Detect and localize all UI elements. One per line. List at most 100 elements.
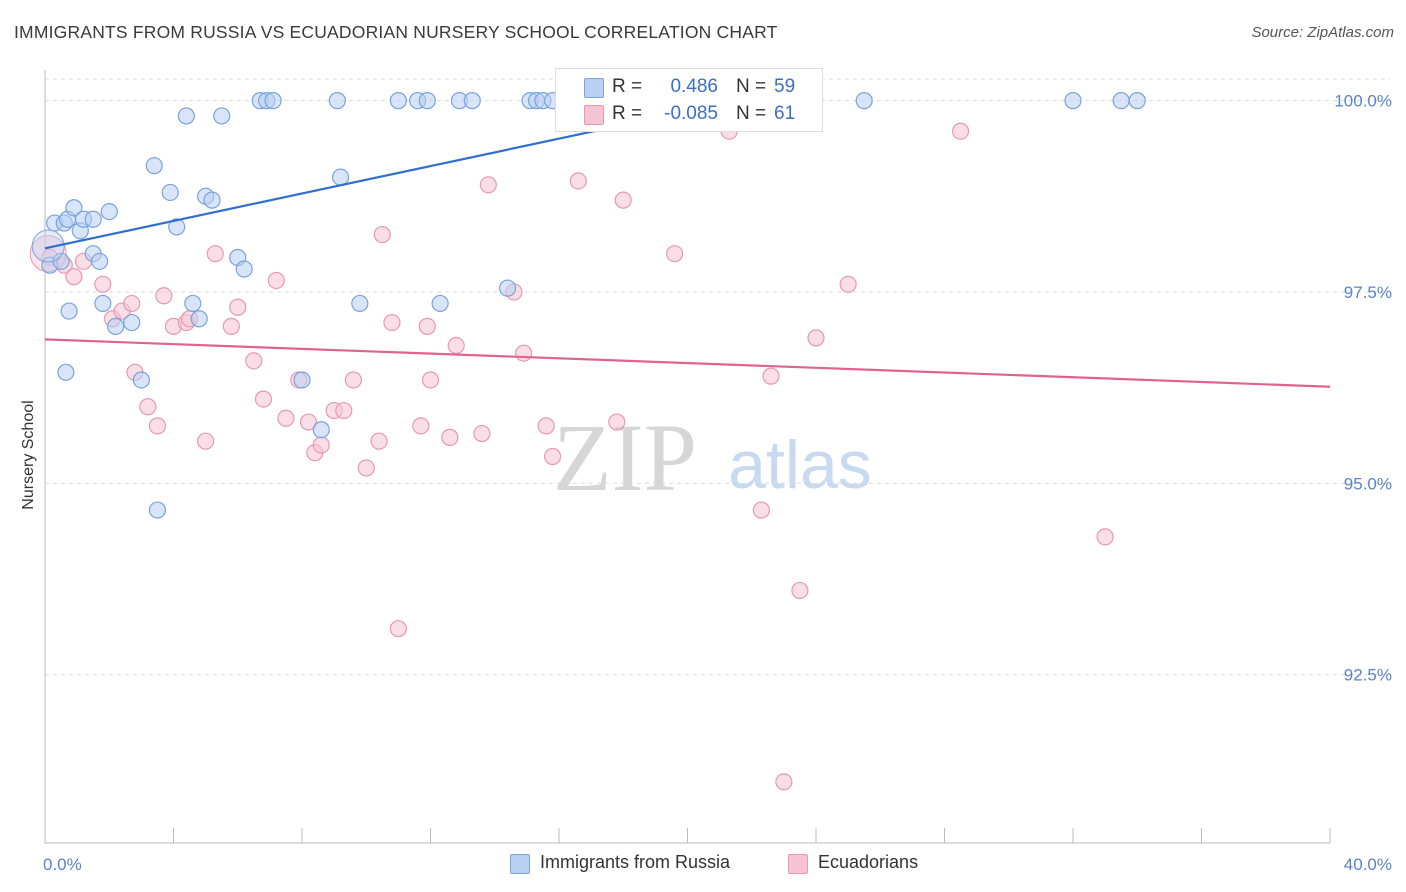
russia-points	[31, 92, 1146, 519]
ecuadorians-point	[447, 336, 465, 355]
y-tick-label: 92.5%	[1344, 666, 1392, 685]
watermark: ZIP atlas	[553, 404, 872, 511]
ecuadorians-point	[775, 773, 793, 791]
russia-point	[855, 92, 873, 110]
russia-point	[145, 157, 163, 175]
russia-point	[293, 371, 311, 389]
series-legend: Immigrants from Russia Ecuadorians	[0, 852, 1406, 878]
russia-point	[123, 313, 141, 332]
russia-point	[351, 294, 369, 313]
ecuadorians-point	[373, 225, 391, 244]
russia-point	[161, 183, 179, 202]
ecuadorians-point	[65, 268, 83, 286]
ecuadorians-point	[666, 245, 684, 263]
legend-r-value: 0.486	[670, 76, 718, 97]
stats-legend: R = 0.486 N = 59 R = -0.085 N = 61	[555, 68, 823, 132]
russia-point	[57, 363, 75, 381]
ecuadorians-point	[139, 398, 157, 416]
ecuadorians-point	[473, 424, 491, 443]
ecuadorians-point	[614, 191, 632, 209]
ecuadorians-point	[537, 417, 555, 435]
ecuadorians-point	[418, 317, 436, 335]
axes	[44, 70, 1331, 844]
ecuadorians-point	[277, 409, 295, 427]
ecuadorians-point	[569, 172, 587, 190]
russia-point	[264, 92, 282, 110]
ecuadorians-trend-line	[44, 338, 1331, 388]
y-tick-label: 100.0%	[1334, 92, 1392, 111]
ecuadorians-point	[370, 432, 388, 450]
legend-label-russia: Immigrants from Russia	[540, 852, 731, 872]
ecuadorians-point	[299, 413, 318, 431]
ecuadorians-point	[791, 581, 809, 600]
x-tick-label: 40.0%	[1344, 855, 1392, 874]
russia-point	[91, 252, 109, 270]
ecuadorians-point	[421, 371, 440, 389]
russia-point	[312, 421, 330, 439]
ecuadorians-point	[344, 371, 362, 389]
russia-point	[1112, 92, 1130, 110]
legend-swatch-pink	[788, 854, 808, 874]
ecuadorians-point	[515, 344, 533, 362]
ecuadorians-point	[389, 620, 407, 638]
ecuadorians-point	[229, 298, 247, 316]
russia-point	[168, 218, 186, 236]
russia-point	[65, 199, 83, 217]
legend-r-label: R =	[612, 76, 643, 97]
ecuadorians-point	[951, 122, 970, 140]
ecuadorians-point	[155, 287, 173, 305]
russia-point	[60, 302, 78, 320]
russia-point	[1128, 92, 1146, 110]
ecuadorians-point	[752, 501, 770, 519]
russia-point	[418, 92, 436, 110]
russia-point	[331, 168, 350, 186]
legend-r-value: -0.085	[664, 103, 718, 124]
ecuadorians-point	[267, 271, 285, 290]
tick-labels: 92.5% 95.0% 97.5% 100.0% 0.0% 40.0%	[43, 92, 1392, 874]
ecuadorians-point	[335, 401, 353, 420]
ecuadorians-point	[312, 436, 330, 454]
ecuadorians-point	[206, 245, 224, 263]
legend-row-russia: R = 0.486 N = 59	[556, 75, 822, 101]
ecuadorians-point	[222, 317, 240, 335]
chart-title: IMMIGRANTS FROM RUSSIA VS ECUADORIAN NUR…	[14, 22, 778, 42]
ecuadorians-point	[357, 459, 375, 477]
russia-point	[463, 92, 481, 110]
russia-point	[177, 107, 195, 125]
ecuadorians-point	[148, 417, 167, 435]
ecuadorians-point	[441, 428, 459, 446]
legend-n-label: N =	[736, 76, 767, 97]
russia-point	[235, 260, 253, 278]
russia-point	[1064, 92, 1082, 110]
ecuadorians-point	[1096, 528, 1114, 546]
ecuadorians-point	[762, 367, 780, 385]
russia-point	[203, 191, 221, 209]
legend-n-value: 61	[774, 103, 796, 124]
russia-point-large	[31, 229, 65, 263]
trend-lines	[44, 96, 1331, 388]
russia-point	[499, 279, 517, 297]
russia-point	[184, 294, 202, 313]
x-tick-label: 0.0%	[43, 855, 82, 874]
legend-row-ecuadorians: R = -0.085 N = 61	[556, 102, 822, 128]
y-tick-label: 97.5%	[1344, 283, 1392, 302]
russia-point	[100, 202, 118, 221]
legend-swatch-pink	[584, 105, 604, 125]
legend-n-value: 59	[774, 76, 796, 97]
ecuadorians-point	[94, 275, 112, 293]
ecuadorians-point	[245, 352, 263, 370]
chart-source: Source: ZipAtlas.com	[1251, 24, 1394, 41]
legend-label-ecuadorians: Ecuadorians	[818, 852, 919, 872]
russia-point	[148, 501, 167, 519]
russia-point	[328, 92, 346, 110]
russia-point	[84, 210, 102, 228]
ecuadorians-point	[543, 447, 562, 466]
ecuadorians-point	[839, 275, 857, 293]
russia-point	[213, 107, 231, 125]
ecuadorians-point	[197, 432, 215, 450]
ecuadorians-point	[383, 313, 401, 332]
russia-point	[431, 294, 449, 313]
russia-point	[389, 92, 407, 110]
russia-point	[107, 317, 125, 335]
